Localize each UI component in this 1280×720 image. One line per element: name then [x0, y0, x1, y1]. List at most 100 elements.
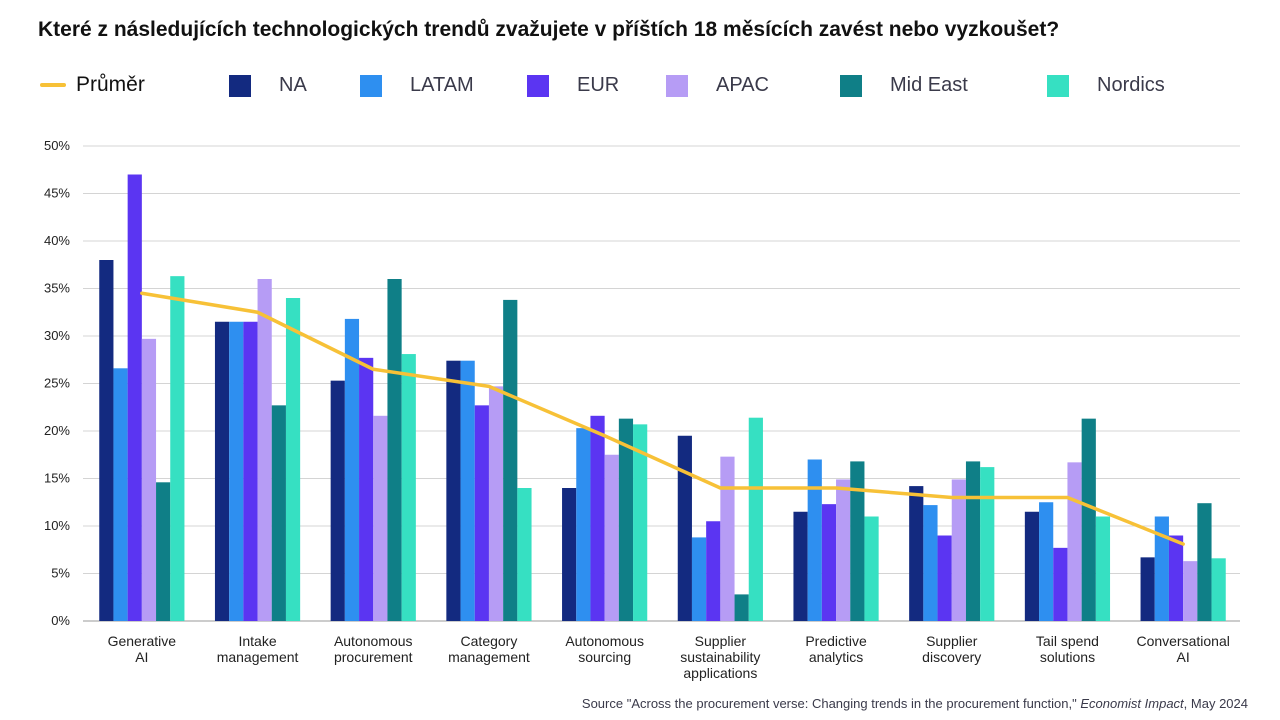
- bar: [720, 456, 735, 621]
- y-tick-label: 10%: [44, 518, 70, 533]
- y-tick-label: 20%: [44, 423, 70, 438]
- bar: [460, 360, 475, 621]
- bar: [980, 467, 995, 621]
- legend-label-latam: LATAM: [410, 74, 474, 96]
- bar: [734, 594, 749, 621]
- bar: [1067, 462, 1082, 621]
- x-tick-label: Category: [461, 633, 518, 649]
- x-tick-label: AI: [1177, 649, 1190, 665]
- legend-label-na: NA: [279, 74, 307, 96]
- legend-item-mid-east: Mid East: [840, 74, 968, 97]
- bar: [909, 486, 924, 621]
- legend-item-eur: EUR: [527, 74, 619, 97]
- x-tick-label: Autonomous: [565, 633, 644, 649]
- legend-swatch-mid-east: [840, 74, 862, 97]
- source-prefix: Source "Across the procurement verse: Ch…: [581, 696, 1081, 711]
- bar: [807, 459, 822, 621]
- y-tick-label: 30%: [44, 328, 70, 343]
- bar: [618, 418, 634, 621]
- y-tick-label: 5%: [51, 566, 70, 581]
- bar: [1053, 547, 1068, 621]
- bar: [1081, 418, 1096, 621]
- source-suffix: , May 2024: [1183, 696, 1248, 711]
- bar: [170, 276, 185, 621]
- x-tick-label: Supplier: [926, 633, 978, 649]
- bar: [156, 482, 171, 621]
- x-tick-label: Autonomous: [334, 633, 413, 649]
- bar: [951, 479, 966, 621]
- x-tick-label: sustainability: [680, 649, 760, 665]
- x-tick-label: Tail spend: [1036, 633, 1099, 649]
- average-line-swatch: [40, 83, 66, 87]
- x-tick-label: management: [448, 649, 530, 665]
- y-tick-label: 45%: [44, 186, 70, 201]
- bar: [1024, 511, 1040, 621]
- bar: [1211, 558, 1226, 621]
- x-tick-label: sourcing: [578, 649, 631, 665]
- legend-item-na: NA: [229, 74, 307, 97]
- bar: [285, 298, 301, 621]
- bar: [590, 415, 605, 621]
- legend-swatch-eur: [527, 74, 549, 97]
- bar: [1095, 516, 1111, 621]
- legend-label-mid-east: Mid East: [890, 74, 968, 96]
- legend: Průměr NA LATAM EUR APAC Mid East Nordic…: [0, 70, 1280, 104]
- bar: [864, 516, 879, 621]
- x-tick-label: solutions: [1040, 649, 1095, 665]
- legend-swatch-latam: [360, 74, 382, 97]
- bar: [127, 174, 142, 621]
- x-tick-label: management: [217, 649, 299, 665]
- x-tick-label: AI: [135, 649, 148, 665]
- bar: [604, 454, 619, 621]
- bar: [387, 279, 402, 621]
- legend-swatch-apac: [666, 74, 688, 97]
- legend-label-nordics: Nordics: [1097, 74, 1165, 96]
- bar: [677, 435, 692, 621]
- source-note: Source "Across the procurement verse: Ch…: [582, 696, 1248, 711]
- x-tick-label: Intake: [238, 633, 276, 649]
- bar: [576, 428, 591, 621]
- bar: [562, 488, 577, 621]
- legend-label-average: Průměr: [76, 73, 145, 96]
- bar: [503, 299, 518, 621]
- x-tick-label: discovery: [922, 649, 981, 665]
- bar: [359, 357, 374, 621]
- bar: [691, 537, 707, 621]
- bar: [1140, 557, 1155, 621]
- legend-swatch-na: [229, 74, 251, 97]
- legend-item-nordics: Nordics: [1047, 74, 1165, 97]
- bar: [214, 321, 230, 621]
- y-tick-label: 0%: [51, 613, 70, 628]
- bar: [850, 461, 865, 621]
- bar: [373, 415, 388, 621]
- bar: [344, 318, 360, 621]
- bar: [748, 417, 763, 621]
- bar: [633, 424, 648, 621]
- bar: [517, 488, 532, 621]
- x-tick-label: procurement: [334, 649, 413, 665]
- x-tick-label: Generative: [108, 633, 177, 649]
- y-tick-label: 50%: [44, 138, 70, 153]
- x-tick-label: Supplier: [695, 633, 747, 649]
- bar: [1154, 516, 1169, 621]
- bar: [923, 505, 938, 621]
- legend-label-eur: EUR: [577, 74, 620, 96]
- bar: [793, 511, 808, 621]
- legend-label-apac: APAC: [716, 74, 769, 96]
- x-tick-label: Predictive: [805, 633, 867, 649]
- bar: [474, 405, 489, 621]
- bar: [1039, 502, 1054, 621]
- bar: [99, 260, 114, 621]
- x-tick-label: analytics: [809, 649, 863, 665]
- bar: [257, 279, 272, 621]
- bar: [706, 521, 721, 621]
- legend-item-average: Průměr: [40, 70, 145, 100]
- legend-item-latam: LATAM: [360, 74, 474, 97]
- chart-title: Které z následujících technologických tr…: [38, 18, 1060, 41]
- legend-item-apac: APAC: [666, 74, 769, 97]
- bar: [836, 479, 851, 621]
- bar: [243, 321, 258, 621]
- bar: [1183, 561, 1198, 621]
- y-tick-label: 35%: [44, 281, 70, 296]
- y-tick-label: 25%: [44, 376, 70, 391]
